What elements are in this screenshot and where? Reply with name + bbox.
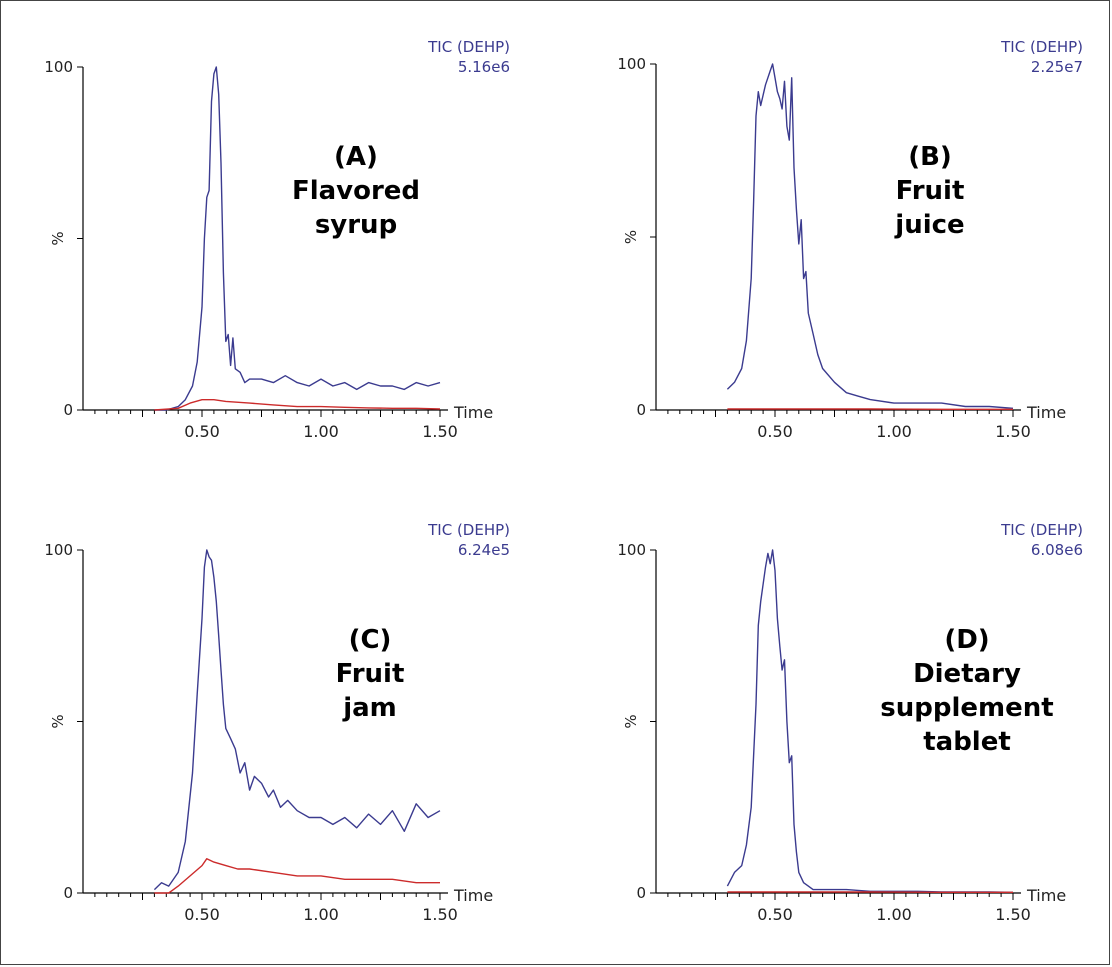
y-axis-label: % — [622, 714, 640, 728]
tic-trace-line — [726, 63, 1014, 409]
x-tick-label: 0.50 — [184, 422, 220, 441]
x-tick-label: 1.50 — [995, 905, 1031, 924]
panel-caption-line: supplement — [880, 693, 1053, 723]
tic-trace-line — [726, 549, 1014, 893]
panel-caption-line: (A) — [334, 142, 378, 172]
y-axis-label: % — [622, 230, 640, 244]
x-axis-label: Time — [1026, 886, 1066, 905]
intensity-label: 6.24e5 — [458, 541, 510, 559]
x-tick-label: 1.50 — [422, 905, 458, 924]
panel-caption-line: Fruit — [336, 659, 405, 689]
background-trace-line — [154, 399, 441, 411]
panel-caption-line: (C) — [349, 625, 392, 655]
y-tick-label: 0 — [63, 884, 73, 902]
panel-caption-line: jam — [342, 693, 397, 723]
y-tick-label: 0 — [636, 401, 646, 419]
tic-trace-line — [154, 66, 441, 411]
x-tick-label: 1.00 — [876, 905, 912, 924]
panel-caption-line: juice — [894, 210, 964, 240]
panel-caption-line: Fruit — [896, 176, 965, 206]
trace-label: TIC (DEHP) — [427, 521, 510, 539]
y-axis-label: % — [49, 714, 67, 728]
x-tick-label: 1.50 — [422, 422, 458, 441]
panel-caption-line: Flavored — [292, 176, 420, 206]
x-tick-label: 1.00 — [303, 422, 339, 441]
intensity-label: 2.25e7 — [1031, 58, 1083, 76]
y-axis-label: % — [49, 231, 67, 245]
x-axis-label: Time — [453, 886, 493, 905]
x-tick-label: 0.50 — [757, 422, 793, 441]
panel-caption-line: (B) — [908, 142, 952, 172]
x-tick-label: 1.50 — [995, 422, 1031, 441]
trace-label: TIC (DEHP) — [1000, 521, 1083, 539]
tic-trace-line — [153, 549, 441, 891]
trace-label: TIC (DEHP) — [1000, 38, 1083, 56]
intensity-label: 5.16e6 — [458, 58, 510, 76]
background-trace-line — [154, 858, 440, 894]
x-tick-label: 0.50 — [757, 905, 793, 924]
panel-caption-line: (D) — [944, 625, 989, 655]
trace-label: TIC (DEHP) — [427, 38, 510, 56]
y-tick-label: 100 — [617, 55, 646, 73]
x-tick-label: 1.00 — [876, 422, 912, 441]
x-tick-label: 1.00 — [303, 905, 339, 924]
panel-caption-line: syrup — [315, 210, 397, 240]
panel-caption-line: tablet — [923, 727, 1011, 757]
panel-caption-line: Dietary — [913, 659, 1021, 689]
x-axis-label: Time — [453, 403, 493, 422]
y-tick-label: 100 — [44, 541, 73, 559]
y-tick-label: 100 — [617, 541, 646, 559]
y-tick-label: 0 — [63, 401, 73, 419]
y-tick-label: 100 — [44, 58, 73, 76]
x-axis-label: Time — [1026, 403, 1066, 422]
intensity-label: 6.08e6 — [1031, 541, 1083, 559]
x-tick-label: 0.50 — [184, 905, 220, 924]
y-tick-label: 0 — [636, 884, 646, 902]
